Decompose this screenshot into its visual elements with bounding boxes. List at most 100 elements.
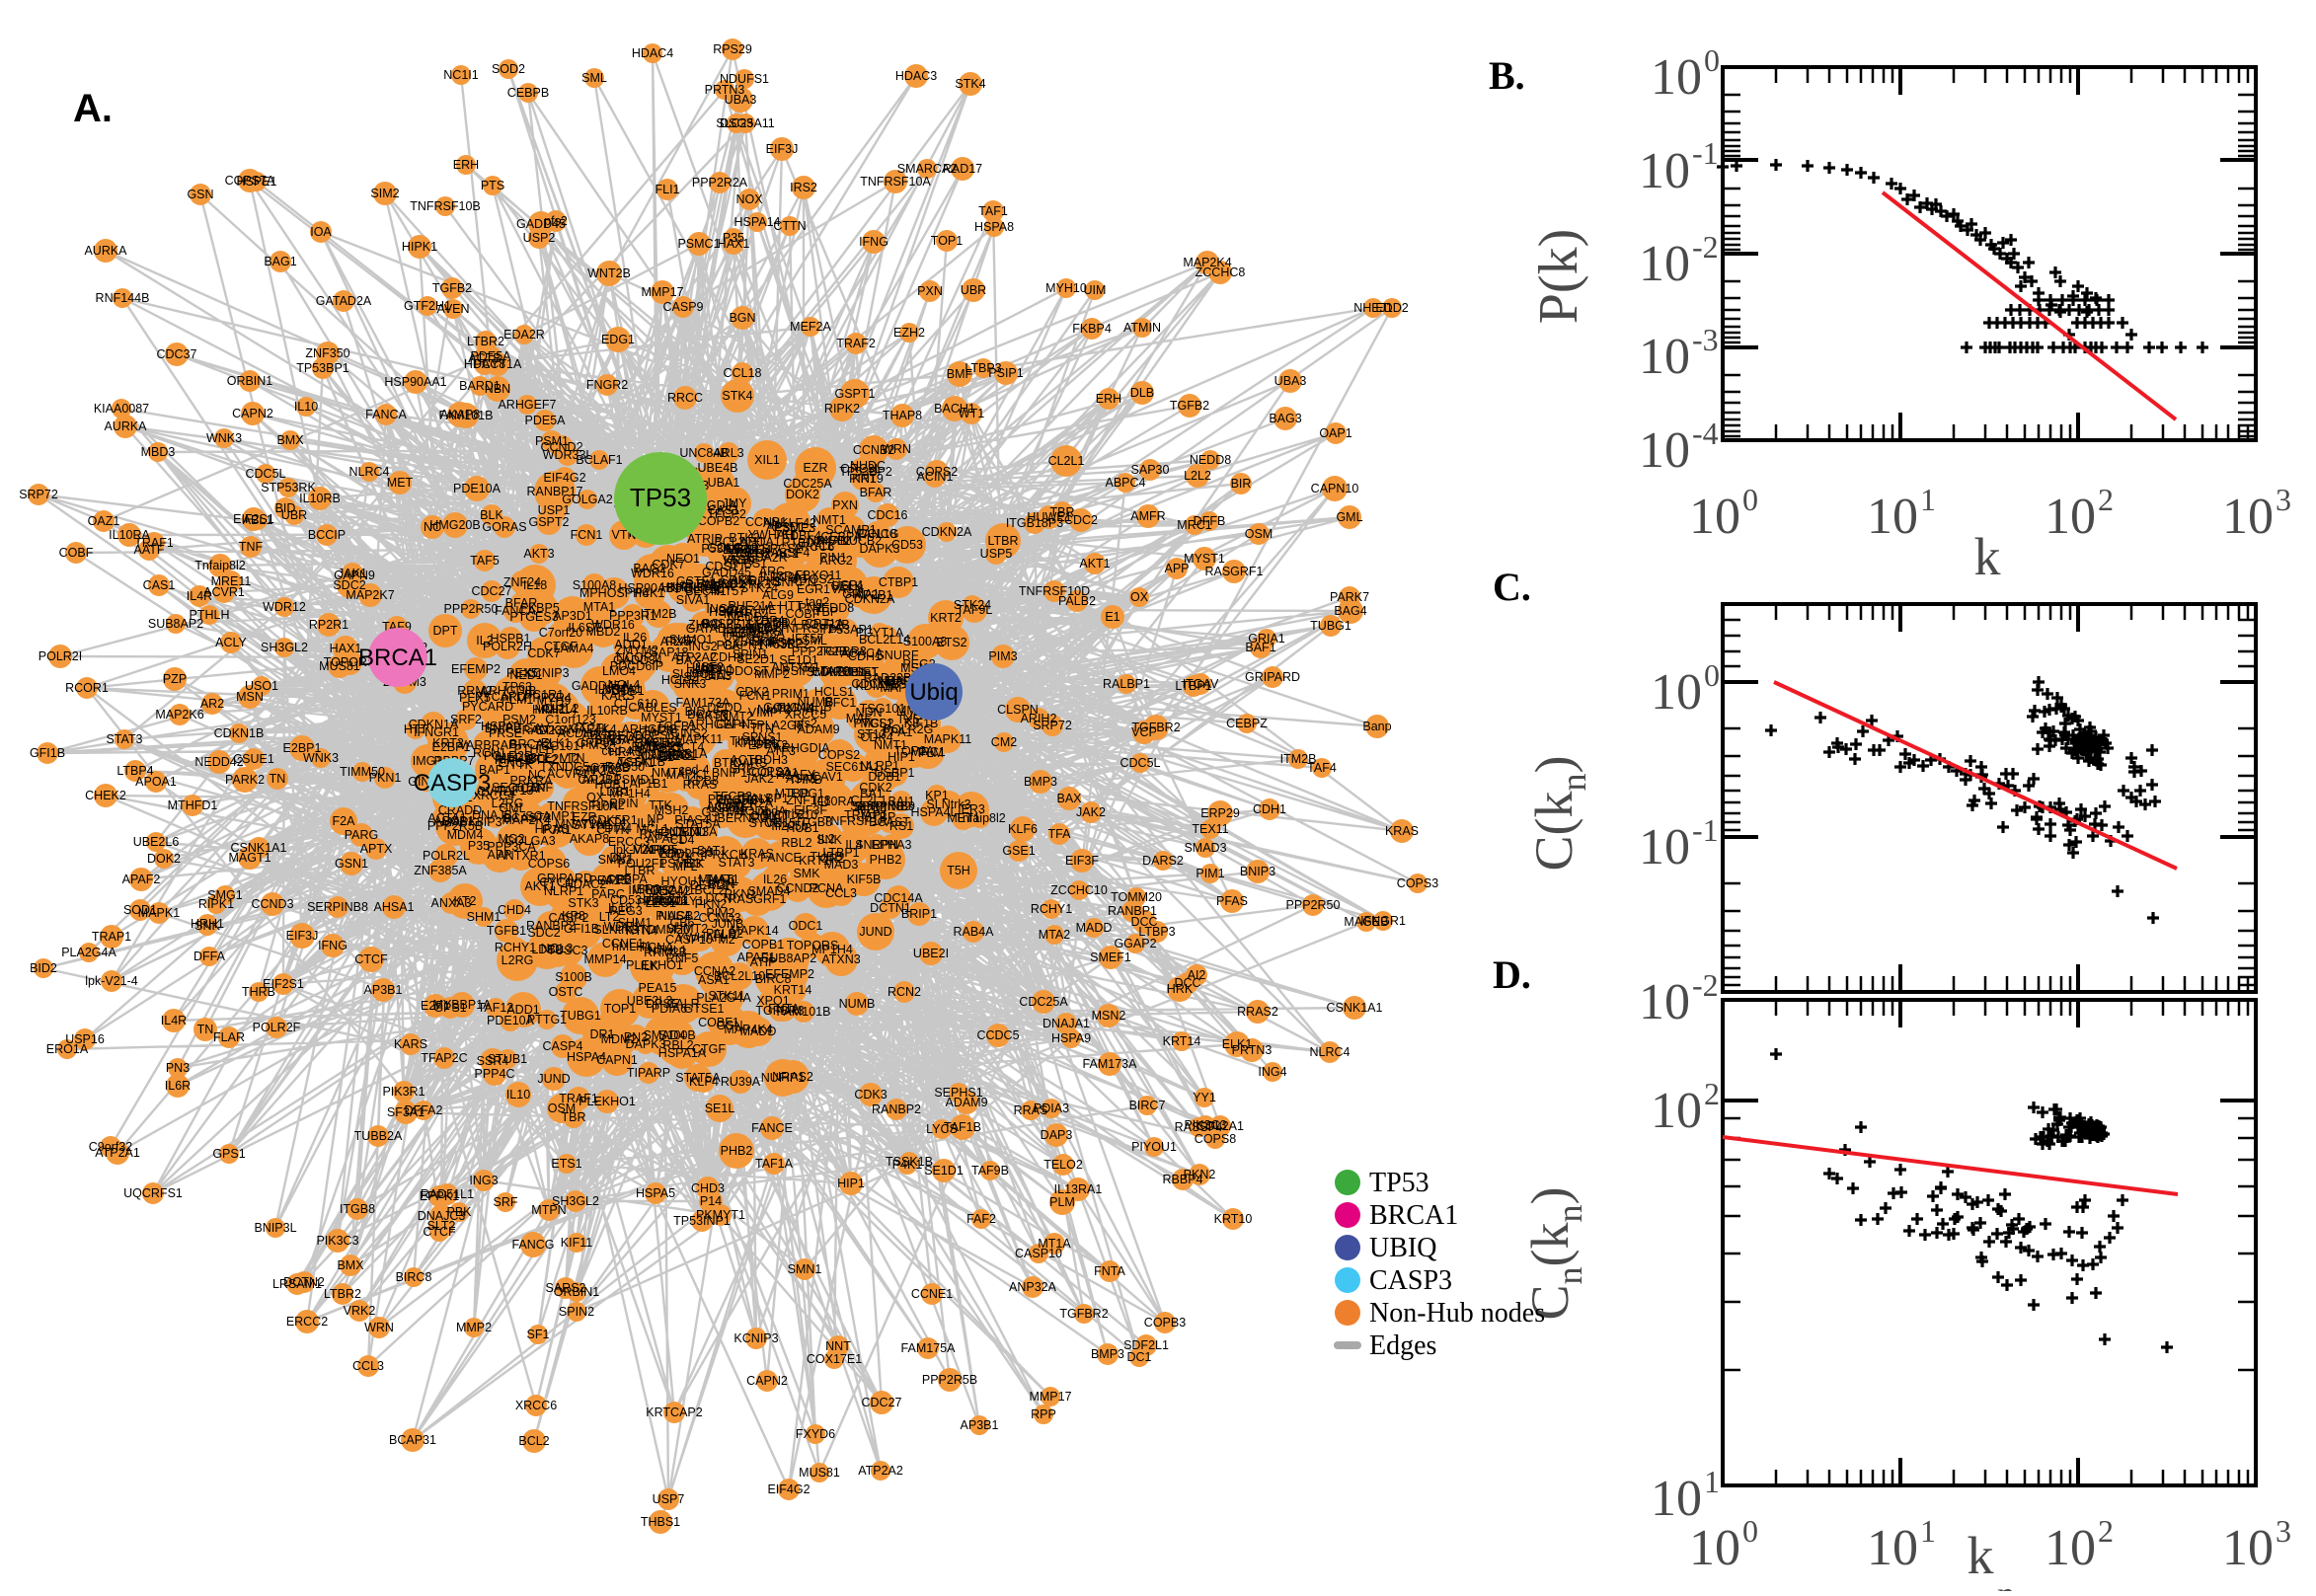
svg-text:VIMP: VIMP bbox=[748, 706, 779, 720]
svg-text:SHM1: SHM1 bbox=[618, 916, 653, 930]
svg-text:PLM: PLM bbox=[1049, 1195, 1075, 1209]
svg-text:2: 2 bbox=[1704, 1076, 1720, 1111]
svg-text:DOK2: DOK2 bbox=[147, 852, 181, 866]
svg-text:PFAS: PFAS bbox=[1216, 894, 1248, 908]
svg-text:PLEKHO1: PLEKHO1 bbox=[579, 1095, 636, 1108]
svg-text:TUBB2A: TUBB2A bbox=[354, 1129, 403, 1143]
svg-text:3: 3 bbox=[2276, 482, 2291, 517]
svg-text:COL2A1: COL2A1 bbox=[751, 766, 799, 780]
svg-text:APAF2: APAF2 bbox=[122, 873, 161, 886]
svg-text:PPP4C: PPP4C bbox=[475, 1067, 515, 1081]
svg-text:SAP30: SAP30 bbox=[1131, 463, 1170, 477]
svg-text:SMARCA2: SMARCA2 bbox=[897, 162, 957, 176]
svg-text:MAP2K6: MAP2K6 bbox=[155, 708, 203, 722]
svg-text:PBK: PBK bbox=[446, 1205, 472, 1219]
svg-text:PCYT1A: PCYT1A bbox=[856, 626, 904, 640]
svg-text:HSPB1: HSPB1 bbox=[491, 632, 531, 646]
svg-text:FAM175A: FAM175A bbox=[901, 1341, 957, 1355]
svg-text:AMFR: AMFR bbox=[1130, 509, 1165, 523]
svg-text:HSPA5: HSPA5 bbox=[636, 1186, 675, 1200]
svg-text:STK24: STK24 bbox=[740, 581, 778, 595]
svg-text:-1: -1 bbox=[1692, 812, 1719, 848]
svg-text:TRAF2: TRAF2 bbox=[836, 337, 876, 350]
svg-text:CCNB2: CCNB2 bbox=[853, 443, 894, 457]
svg-text:UIM: UIM bbox=[1084, 283, 1107, 297]
svg-text:CCDC5: CCDC5 bbox=[976, 1028, 1019, 1042]
svg-text:KRT14: KRT14 bbox=[774, 983, 812, 997]
svg-text:IOA: IOA bbox=[310, 225, 332, 239]
svg-text:HAX1: HAX1 bbox=[718, 237, 750, 251]
svg-text:EFEMP2: EFEMP2 bbox=[765, 967, 814, 981]
svg-text:P14: P14 bbox=[700, 1194, 722, 1208]
svg-text:TNF: TNF bbox=[529, 781, 554, 795]
svg-text:TOP1: TOP1 bbox=[931, 234, 963, 248]
svg-text:EIF4G2: EIF4G2 bbox=[543, 471, 585, 485]
svg-text:HDAC2: HDAC2 bbox=[565, 877, 606, 891]
svg-text:10: 10 bbox=[1639, 329, 1690, 385]
svg-text:FAM173A: FAM173A bbox=[1083, 1057, 1138, 1071]
svg-text:10: 10 bbox=[1651, 664, 1702, 721]
svg-text:L2L2: L2L2 bbox=[1184, 469, 1211, 483]
svg-text:COPB1: COPB1 bbox=[742, 938, 784, 951]
svg-text:CDKN1B: CDKN1B bbox=[214, 726, 265, 740]
svg-text:KCNIP3: KCNIP3 bbox=[733, 1331, 778, 1345]
svg-text:CDKN1A: CDKN1A bbox=[409, 718, 459, 731]
svg-text:PEA15: PEA15 bbox=[639, 981, 677, 995]
svg-text:T5H: T5H bbox=[947, 864, 970, 877]
svg-text:SH3GL2: SH3GL2 bbox=[552, 1194, 599, 1208]
svg-text:MMP17: MMP17 bbox=[1029, 1390, 1071, 1404]
svg-text:-1: -1 bbox=[1692, 135, 1719, 171]
svg-text:CEBPB: CEBPB bbox=[507, 86, 549, 100]
svg-text:LTBR2: LTBR2 bbox=[324, 1287, 361, 1301]
svg-text:CCNA2: CCNA2 bbox=[694, 964, 735, 978]
svg-text:AKT3: AKT3 bbox=[523, 547, 554, 561]
svg-text:10: 10 bbox=[1867, 1520, 1918, 1576]
svg-text:CASP9: CASP9 bbox=[663, 300, 704, 314]
svg-text:GTSE1: GTSE1 bbox=[838, 665, 879, 679]
svg-text:TAF1: TAF1 bbox=[978, 204, 1008, 218]
svg-text:SDC2: SDC2 bbox=[333, 578, 365, 592]
svg-text:NEDD42: NEDD42 bbox=[194, 755, 243, 769]
svg-text:BLK: BLK bbox=[480, 508, 503, 522]
svg-text:TGFBR2: TGFBR2 bbox=[1131, 721, 1180, 734]
svg-text:PRTN3: PRTN3 bbox=[705, 83, 745, 97]
svg-text:AP3B1: AP3B1 bbox=[364, 983, 403, 997]
svg-text:DFFB: DFFB bbox=[1194, 514, 1226, 528]
svg-text:MADD: MADD bbox=[1076, 921, 1113, 935]
svg-text:AKT1: AKT1 bbox=[524, 879, 555, 893]
svg-text:HDAC3: HDAC3 bbox=[895, 69, 937, 83]
svg-text:MMP14: MMP14 bbox=[534, 703, 577, 717]
svg-text:NNT: NNT bbox=[825, 1339, 851, 1353]
svg-text:POLR2I: POLR2I bbox=[39, 649, 82, 663]
svg-text:TUSC3: TUSC3 bbox=[548, 944, 588, 957]
svg-text:GINS2: GINS2 bbox=[670, 726, 708, 740]
svg-text:P(k): P(k) bbox=[1528, 229, 1589, 324]
svg-text:KARS: KARS bbox=[394, 1037, 427, 1051]
svg-text:FCN1: FCN1 bbox=[571, 528, 603, 542]
svg-text:COPB3: COPB3 bbox=[1144, 1316, 1186, 1330]
svg-text:RNF2: RNF2 bbox=[640, 827, 672, 841]
svg-text:AURKA: AURKA bbox=[84, 244, 127, 258]
svg-text:HIPK1: HIPK1 bbox=[402, 240, 437, 254]
svg-text:CDK3: CDK3 bbox=[854, 1088, 887, 1102]
svg-text:HDAC4: HDAC4 bbox=[632, 46, 673, 60]
svg-text:k: k bbox=[1968, 1526, 1994, 1585]
svg-text:BNIP3: BNIP3 bbox=[1240, 865, 1275, 878]
svg-text:IFNGR1: IFNGR1 bbox=[1360, 914, 1406, 928]
svg-text:PPP2R5B: PPP2R5B bbox=[922, 1373, 977, 1387]
svg-text:-2: -2 bbox=[1692, 229, 1719, 265]
svg-text:SPIN2: SPIN2 bbox=[559, 1305, 594, 1319]
svg-text:IL6R: IL6R bbox=[165, 1079, 191, 1093]
svg-text:TGFBR3: TGFBR3 bbox=[755, 1004, 804, 1018]
svg-text:STP53RK: STP53RK bbox=[261, 481, 316, 494]
svg-text:STAT5A: STAT5A bbox=[675, 1071, 721, 1085]
svg-text:OSTC: OSTC bbox=[549, 985, 583, 999]
svg-text:OX: OX bbox=[1130, 590, 1149, 604]
svg-text:CASP3: CASP3 bbox=[414, 770, 492, 797]
svg-text:IL26: IL26 bbox=[623, 631, 647, 645]
svg-text:KP8: KP8 bbox=[562, 909, 585, 923]
svg-text:DFFA: DFFA bbox=[193, 950, 226, 963]
svg-text:USP2: USP2 bbox=[523, 231, 556, 245]
svg-text:FAM101B: FAM101B bbox=[439, 409, 494, 422]
svg-text:HSPA8: HSPA8 bbox=[974, 220, 1014, 234]
